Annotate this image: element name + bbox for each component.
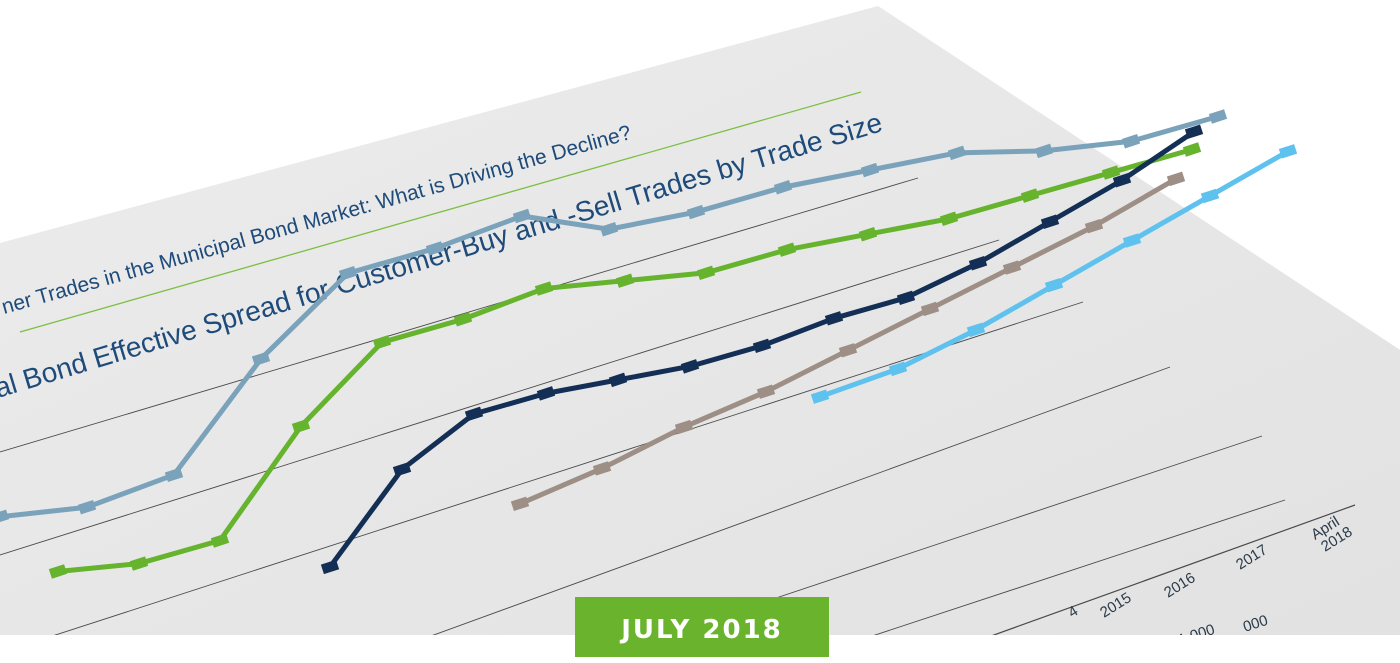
series-marker xyxy=(512,208,532,224)
series-marker xyxy=(291,418,311,434)
series-marker xyxy=(210,533,230,548)
series-marker xyxy=(1208,109,1228,124)
series-marker xyxy=(1040,214,1060,229)
series-marker xyxy=(392,462,412,477)
series-marker xyxy=(592,461,612,476)
series-marker xyxy=(696,265,716,281)
date-badge: JULY 2018 xyxy=(575,597,829,657)
series-marker xyxy=(674,419,694,435)
series-marker xyxy=(1044,277,1064,293)
series-marker xyxy=(1020,188,1040,203)
gridline xyxy=(53,301,1084,635)
series-marker xyxy=(453,312,473,327)
series-marker xyxy=(1278,144,1298,159)
series-marker xyxy=(615,273,635,288)
series-marker xyxy=(756,384,776,399)
series-marker xyxy=(896,290,916,306)
series-marker xyxy=(536,386,556,401)
series-marker xyxy=(608,372,628,388)
series-marker xyxy=(810,389,830,404)
series-marker xyxy=(1200,188,1220,204)
series-marker xyxy=(860,162,880,178)
series-marker xyxy=(773,180,793,195)
series-marker xyxy=(824,311,844,326)
series-marker xyxy=(48,564,68,579)
series-marker xyxy=(686,204,706,220)
series-marker xyxy=(939,211,959,226)
series-marker xyxy=(1034,143,1054,159)
series-marker xyxy=(77,499,97,515)
series-marker xyxy=(1184,124,1204,139)
series-marker xyxy=(1182,142,1202,157)
series-marker xyxy=(129,556,149,571)
series-marker xyxy=(534,281,554,296)
series-marker xyxy=(510,496,530,512)
series-marker xyxy=(680,359,700,374)
series-marker xyxy=(1084,218,1104,234)
gridline xyxy=(0,177,919,453)
series-marker xyxy=(966,322,986,338)
chart-gridlines xyxy=(0,177,1286,635)
series-marker xyxy=(1122,233,1142,248)
series-marker xyxy=(858,226,878,242)
series-marker xyxy=(968,256,988,271)
series-marker xyxy=(320,559,340,575)
gridline xyxy=(0,239,1000,556)
series-marker xyxy=(920,301,940,317)
series-marker xyxy=(1112,173,1132,188)
series-marker xyxy=(888,361,908,377)
series-marker xyxy=(777,242,797,257)
series-marker xyxy=(372,335,392,350)
series-marker xyxy=(1121,134,1141,149)
chart-series xyxy=(0,109,1298,579)
series-marker xyxy=(1101,165,1121,180)
series-marker xyxy=(838,343,858,358)
series-marker xyxy=(251,351,271,367)
document-photo: ner Trades in the Municipal Bond Market:… xyxy=(0,6,1400,635)
legend-label: 000 xyxy=(1241,612,1270,635)
series-marker xyxy=(425,241,445,256)
gridline xyxy=(873,499,1286,635)
series-marker xyxy=(1002,260,1022,275)
series-marker xyxy=(164,467,184,483)
series-marker xyxy=(464,406,484,422)
series-marker xyxy=(752,338,772,354)
series-marker xyxy=(338,265,358,281)
series-marker xyxy=(599,222,619,237)
x-axis xyxy=(992,504,1356,635)
series-marker xyxy=(1166,171,1186,187)
paper-sheet xyxy=(0,6,1400,635)
series-marker xyxy=(0,509,10,525)
gridline xyxy=(432,366,1171,635)
series-marker xyxy=(947,145,967,161)
header-rule xyxy=(19,91,862,333)
